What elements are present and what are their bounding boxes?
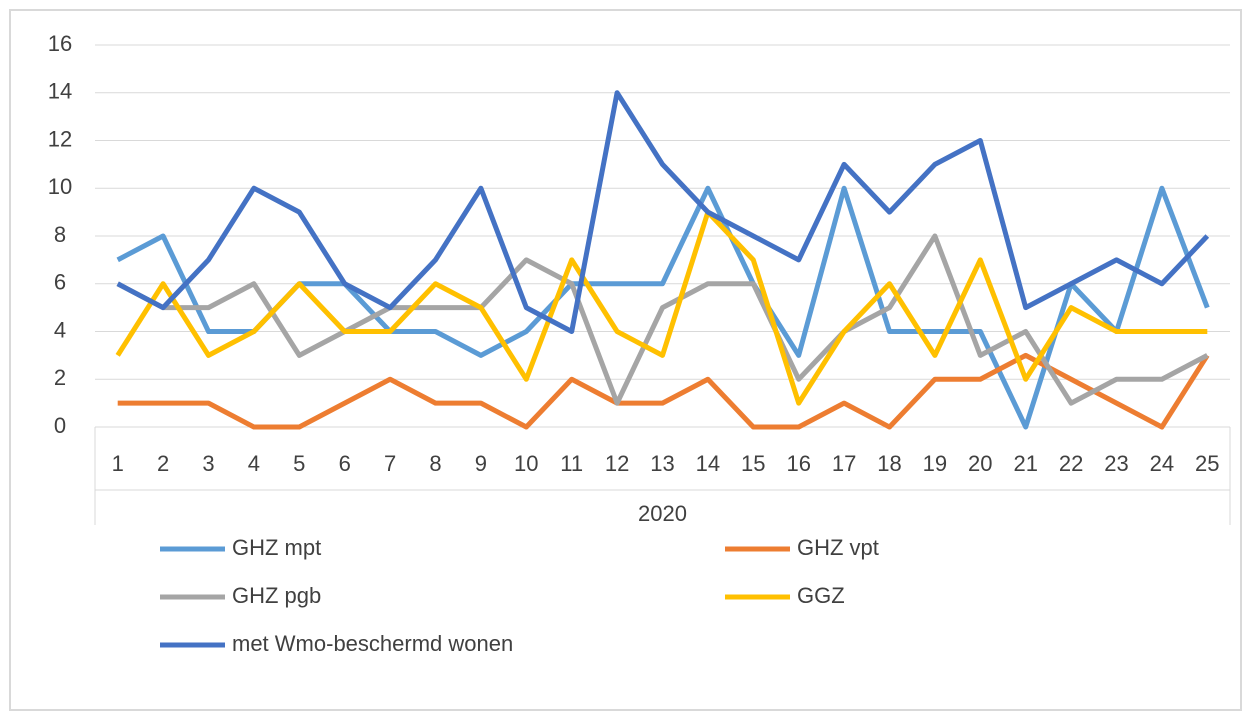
x-tick-label: 22 (1059, 451, 1083, 476)
x-tick-label: 14 (696, 451, 720, 476)
x-tick-label: 3 (202, 451, 214, 476)
x-tick-label: 15 (741, 451, 765, 476)
series-line (115, 209, 1208, 406)
y-tick-label: 0 (54, 413, 66, 438)
y-tick-label: 10 (48, 174, 72, 199)
x-tick-label: 16 (786, 451, 810, 476)
x-tick-label: 25 (1195, 451, 1219, 476)
y-tick-label: 4 (54, 317, 66, 342)
legend-label: GHZ mpt (232, 535, 321, 560)
series-line (117, 352, 1210, 430)
x-tick-label: 24 (1150, 451, 1174, 476)
series-line (116, 90, 1210, 334)
x-tick-label: 20 (968, 451, 992, 476)
x-tick-label: 17 (832, 451, 856, 476)
x-tick-label: 4 (248, 451, 260, 476)
x-tick-label: 18 (877, 451, 901, 476)
x-tick-label: 12 (605, 451, 629, 476)
x-tick-label: 1 (112, 451, 124, 476)
x-tick-label: 21 (1013, 451, 1037, 476)
y-tick-label: 2 (54, 365, 66, 390)
legend-label: GHZ pgb (232, 583, 321, 608)
y-tick-label: 14 (48, 79, 72, 104)
x-tick-label: 9 (475, 451, 487, 476)
x-axis-label: 2020 (638, 501, 687, 526)
legend-label: GGZ (797, 583, 845, 608)
y-tick-label: 8 (54, 222, 66, 247)
series-line (116, 233, 1209, 406)
x-tick-label: 8 (429, 451, 441, 476)
y-tick-label: 12 (48, 126, 72, 151)
legend-label: GHZ vpt (797, 535, 879, 560)
y-tick-label: 16 (48, 31, 72, 56)
chart-frame (9, 9, 1242, 711)
y-tick-label: 6 (54, 270, 66, 295)
x-tick-label: 6 (339, 451, 351, 476)
legend-label: met Wmo-beschermd wonen (232, 631, 513, 656)
x-tick-label: 7 (384, 451, 396, 476)
x-tick-label: 19 (923, 451, 947, 476)
x-tick-label: 11 (560, 451, 583, 476)
x-tick-label: 10 (514, 451, 538, 476)
x-tick-label: 23 (1104, 451, 1128, 476)
x-tick-label: 2 (157, 451, 169, 476)
x-tick-label: 13 (650, 451, 674, 476)
x-tick-label: 5 (293, 451, 305, 476)
